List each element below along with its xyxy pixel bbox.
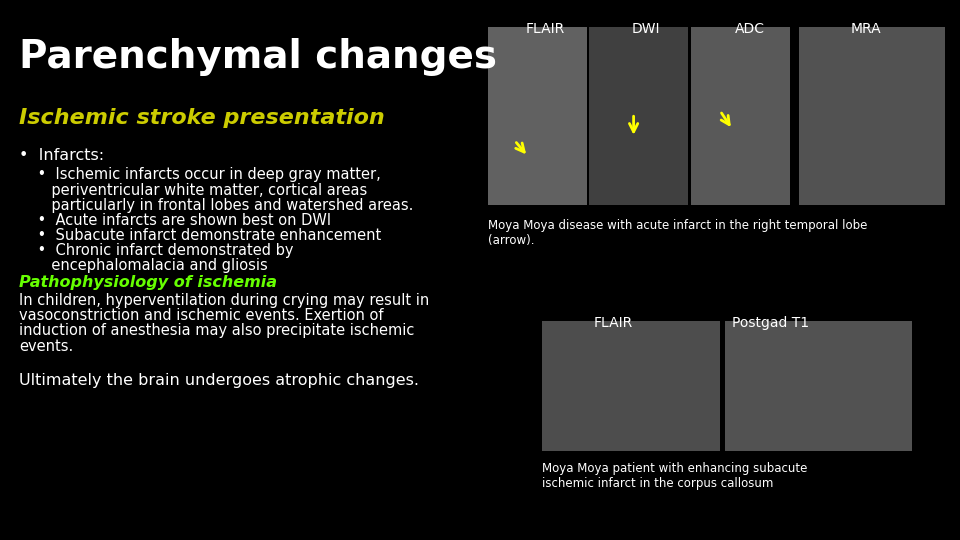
- Text: DWI: DWI: [632, 22, 660, 36]
- Text: Parenchymal changes: Parenchymal changes: [19, 38, 497, 76]
- Text: FLAIR: FLAIR: [593, 316, 633, 330]
- Text: vasoconstriction and ischemic events. Exertion of: vasoconstriction and ischemic events. Ex…: [19, 308, 384, 323]
- Text: In children, hyperventilation during crying may result in: In children, hyperventilation during cry…: [19, 293, 429, 308]
- Text: Moya Moya patient with enhancing subacute
ischemic infarct in the corpus callosu: Moya Moya patient with enhancing subacut…: [542, 462, 807, 490]
- Text: induction of anesthesia may also precipitate ischemic: induction of anesthesia may also precipi…: [19, 323, 415, 339]
- Bar: [488, 27, 587, 205]
- Bar: [542, 321, 720, 451]
- Text: •  Chronic infarct demonstrated by: • Chronic infarct demonstrated by: [19, 243, 294, 258]
- Text: Postgad T1: Postgad T1: [732, 316, 808, 330]
- Text: Ischemic stroke presentation: Ischemic stroke presentation: [19, 108, 385, 128]
- Bar: [691, 27, 790, 205]
- Text: MRA: MRA: [851, 22, 881, 36]
- Text: •  Acute infarcts are shown best on DWI: • Acute infarcts are shown best on DWI: [19, 213, 331, 228]
- Bar: [799, 27, 945, 205]
- Text: FLAIR: FLAIR: [526, 22, 564, 36]
- Text: •  Infarcts:: • Infarcts:: [19, 148, 105, 164]
- Text: •  Subacute infarct demonstrate enhancement: • Subacute infarct demonstrate enhanceme…: [19, 228, 381, 243]
- Bar: [589, 27, 688, 205]
- Text: particularly in frontal lobes and watershed areas.: particularly in frontal lobes and waters…: [19, 198, 414, 213]
- Text: •  Ischemic infarcts occur in deep gray matter,: • Ischemic infarcts occur in deep gray m…: [19, 167, 381, 183]
- Text: Pathophysiology of ischemia: Pathophysiology of ischemia: [19, 275, 277, 291]
- Text: Moya Moya disease with acute infarct in the right temporal lobe
(arrow).: Moya Moya disease with acute infarct in …: [488, 219, 867, 247]
- Text: encephalomalacia and gliosis: encephalomalacia and gliosis: [19, 258, 268, 273]
- Text: Ultimately the brain undergoes atrophic changes.: Ultimately the brain undergoes atrophic …: [19, 373, 420, 388]
- Text: events.: events.: [19, 339, 74, 354]
- Text: ADC: ADC: [734, 22, 764, 36]
- Text: periventricular white matter, cortical areas: periventricular white matter, cortical a…: [19, 183, 368, 198]
- Bar: [725, 321, 912, 451]
